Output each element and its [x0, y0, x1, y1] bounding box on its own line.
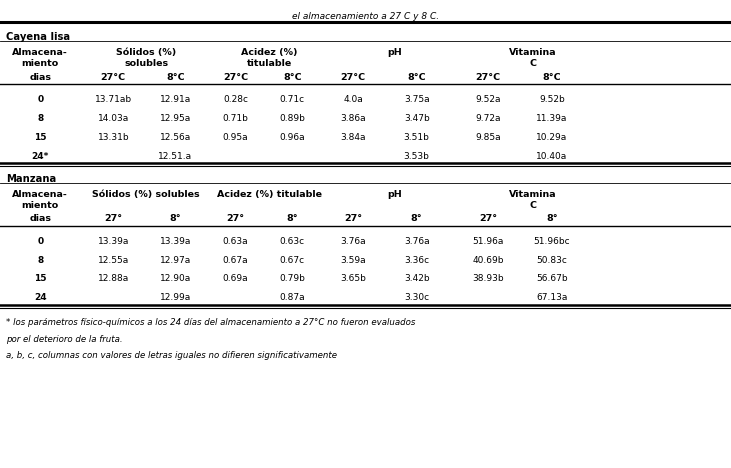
Text: 27°C: 27°C	[476, 73, 501, 81]
Text: 0.63c: 0.63c	[280, 237, 305, 246]
Text: 8°: 8°	[546, 214, 558, 223]
Text: 8°C: 8°C	[166, 73, 185, 81]
Text: 3.86a: 3.86a	[340, 114, 366, 123]
Text: 8: 8	[37, 114, 43, 123]
Text: Cayena lisa: Cayena lisa	[6, 32, 70, 42]
Text: 67.13a: 67.13a	[537, 293, 567, 302]
Text: 56.67b: 56.67b	[536, 274, 568, 283]
Text: 27°: 27°	[105, 214, 122, 223]
Text: 13.31b: 13.31b	[97, 133, 129, 142]
Text: 3.51b: 3.51b	[404, 133, 430, 142]
Text: 24: 24	[34, 293, 47, 302]
Text: 12.88a: 12.88a	[98, 274, 129, 283]
Text: 13.71ab: 13.71ab	[95, 95, 132, 104]
Text: 3.75a: 3.75a	[404, 95, 430, 104]
Text: 27°C: 27°C	[101, 73, 126, 81]
Text: Almacena-
miento: Almacena- miento	[12, 190, 68, 210]
Text: 0.71b: 0.71b	[222, 114, 249, 123]
Text: 3.59a: 3.59a	[340, 256, 366, 264]
Text: 0.87a: 0.87a	[279, 293, 306, 302]
Text: * los parámetros físico-químicos a los 24 días del almacenamiento a 27°C no fuer: * los parámetros físico-químicos a los 2…	[6, 318, 415, 327]
Text: 3.42b: 3.42b	[404, 274, 430, 283]
Text: 51.96bc: 51.96bc	[534, 237, 570, 246]
Text: 15: 15	[34, 274, 47, 283]
Text: 4.0a: 4.0a	[343, 95, 363, 104]
Text: 0.67a: 0.67a	[222, 256, 249, 264]
Text: 3.65b: 3.65b	[340, 274, 366, 283]
Text: Sólidos (%)
solubles: Sólidos (%) solubles	[116, 48, 176, 68]
Text: 0.79b: 0.79b	[279, 274, 306, 283]
Text: 3.84a: 3.84a	[341, 133, 366, 142]
Text: 24*: 24*	[31, 152, 49, 161]
Text: 0.71c: 0.71c	[280, 95, 305, 104]
Text: 27°: 27°	[480, 214, 497, 223]
Text: 0.67c: 0.67c	[280, 256, 305, 264]
Text: 51.96a: 51.96a	[473, 237, 504, 246]
Text: 9.52a: 9.52a	[476, 95, 501, 104]
Text: 11.39a: 11.39a	[537, 114, 567, 123]
Text: 8°C: 8°C	[542, 73, 561, 81]
Text: 8°: 8°	[411, 214, 423, 223]
Text: Acidez (%) titulable: Acidez (%) titulable	[217, 190, 322, 199]
Text: 12.97a: 12.97a	[160, 256, 191, 264]
Text: 40.69b: 40.69b	[472, 256, 504, 264]
Text: 15: 15	[34, 133, 47, 142]
Text: 12.56a: 12.56a	[160, 133, 191, 142]
Text: Manzana: Manzana	[6, 174, 56, 184]
Text: 10.40a: 10.40a	[537, 152, 567, 161]
Text: 3.53b: 3.53b	[404, 152, 430, 161]
Text: 3.36c: 3.36c	[404, 256, 429, 264]
Text: 0.96a: 0.96a	[279, 133, 306, 142]
Text: 8°: 8°	[287, 214, 298, 223]
Text: 10.29a: 10.29a	[537, 133, 567, 142]
Text: Vitamina
C: Vitamina C	[509, 48, 557, 68]
Text: 50.83c: 50.83c	[537, 256, 567, 264]
Text: 0: 0	[37, 237, 43, 246]
Text: 27°: 27°	[227, 214, 244, 223]
Text: 3.30c: 3.30c	[404, 293, 429, 302]
Text: 13.39a: 13.39a	[160, 237, 191, 246]
Text: por el deterioro de la fruta.: por el deterioro de la fruta.	[6, 335, 123, 344]
Text: 8°C: 8°C	[407, 73, 426, 81]
Text: 9.72a: 9.72a	[476, 114, 501, 123]
Text: 0.28c: 0.28c	[223, 95, 248, 104]
Text: 0.95a: 0.95a	[222, 133, 249, 142]
Text: 38.93b: 38.93b	[472, 274, 504, 283]
Text: 0.63a: 0.63a	[222, 237, 249, 246]
Text: 12.51.a: 12.51.a	[159, 152, 192, 161]
Text: 8°: 8°	[170, 214, 181, 223]
Text: 9.52b: 9.52b	[539, 95, 565, 104]
Text: 0.69a: 0.69a	[222, 274, 249, 283]
Text: 0.89b: 0.89b	[279, 114, 306, 123]
Text: dias: dias	[29, 214, 51, 223]
Text: 8°C: 8°C	[283, 73, 302, 81]
Text: 12.91a: 12.91a	[160, 95, 191, 104]
Text: 3.76a: 3.76a	[404, 237, 430, 246]
Text: 27°: 27°	[344, 214, 362, 223]
Text: Almacena-
miento: Almacena- miento	[12, 48, 68, 68]
Text: 12.95a: 12.95a	[160, 114, 191, 123]
Text: 12.99a: 12.99a	[160, 293, 191, 302]
Text: 8: 8	[37, 256, 43, 264]
Text: dias: dias	[29, 73, 51, 81]
Text: 13.39a: 13.39a	[98, 237, 129, 246]
Text: 14.03a: 14.03a	[98, 114, 129, 123]
Text: 27°C: 27°C	[223, 73, 248, 81]
Text: a, b, c, columnas con valores de letras iguales no difieren significativamente: a, b, c, columnas con valores de letras …	[6, 351, 337, 360]
Text: 3.47b: 3.47b	[404, 114, 430, 123]
Text: 3.76a: 3.76a	[340, 237, 366, 246]
Text: pH: pH	[387, 48, 402, 57]
Text: el almacenamiento a 27 C y 8 C.: el almacenamiento a 27 C y 8 C.	[292, 12, 439, 21]
Text: Sólidos (%) solubles: Sólidos (%) solubles	[92, 190, 200, 199]
Text: 9.85a: 9.85a	[475, 133, 501, 142]
Text: 0: 0	[37, 95, 43, 104]
Text: 27°C: 27°C	[341, 73, 366, 81]
Text: 12.55a: 12.55a	[98, 256, 129, 264]
Text: Acidez (%)
titulable: Acidez (%) titulable	[241, 48, 298, 68]
Text: 12.90a: 12.90a	[160, 274, 191, 283]
Text: pH: pH	[387, 190, 402, 199]
Text: Vitamina
C: Vitamina C	[509, 190, 557, 210]
